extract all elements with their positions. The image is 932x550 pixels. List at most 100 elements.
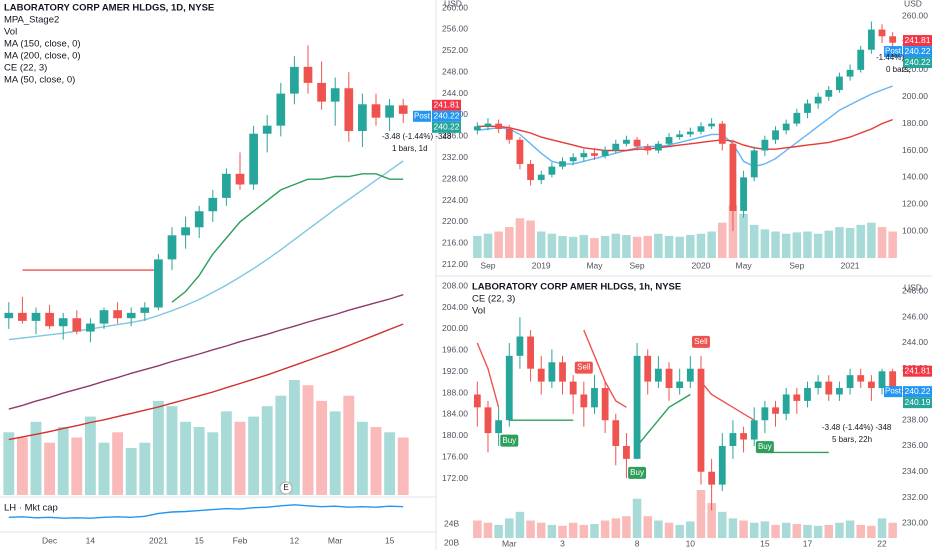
indicator-line — [477, 118, 893, 152]
y-tick-label: 232.00 — [442, 152, 468, 162]
volume-bar — [16, 437, 28, 495]
signal-box — [500, 434, 519, 447]
price-tag-label: 240.22 — [905, 57, 931, 67]
candle-body — [867, 381, 875, 389]
candle-body — [665, 137, 673, 144]
y-tick-label: 180.00 — [442, 430, 468, 440]
indicator-label: CE (22, 3) — [472, 294, 515, 305]
y-tick-label: 160.00 — [902, 145, 928, 155]
volume-bar — [558, 525, 567, 538]
volume-bar — [707, 231, 716, 258]
y-tick-label: 212.00 — [442, 259, 468, 269]
volume-bar — [590, 238, 599, 258]
volume-bar — [760, 521, 770, 538]
volume-bar — [220, 411, 232, 495]
volume-bar — [590, 524, 599, 538]
y-tick-label: 248.00 — [442, 66, 468, 76]
x-tick-label: Feb — [233, 535, 248, 545]
candle-body — [559, 362, 566, 382]
volume-bar — [632, 498, 642, 538]
volume-bar — [781, 233, 791, 258]
candle-body — [708, 123, 716, 127]
y-tick-label: 224.00 — [442, 195, 468, 205]
volume-bar — [622, 235, 631, 258]
signal-box — [691, 335, 710, 348]
volume-bar — [718, 511, 727, 538]
x-tick-label: Mar — [502, 538, 517, 548]
candle-body — [484, 407, 492, 434]
candle-body — [330, 88, 340, 102]
candle-body — [889, 371, 897, 393]
post-tag-label: Post — [885, 47, 902, 56]
x-tick-label: 15 — [385, 535, 395, 545]
volume-bar — [193, 427, 205, 495]
volume-bar — [316, 400, 328, 495]
volume-bar — [771, 524, 780, 538]
y-tick-label: 236.00 — [442, 131, 468, 141]
volume-bar — [686, 235, 695, 258]
unit-label: USD — [904, 0, 922, 8]
x-tick-label: 8 — [635, 538, 640, 548]
volume-bar — [3, 432, 15, 495]
candle-body — [58, 318, 68, 327]
candle-body — [398, 105, 408, 114]
candle-body — [31, 312, 41, 321]
candle-body — [772, 130, 779, 140]
x-tick-label: 2021 — [841, 260, 860, 270]
volume-bar — [739, 213, 748, 258]
volume-bar — [654, 233, 663, 258]
candle-body — [181, 227, 190, 236]
x-tick-label: Dec — [42, 535, 58, 545]
candle-body — [72, 318, 82, 332]
x-tick-label: Mar — [328, 535, 343, 545]
volume-bar — [547, 233, 557, 258]
volume-bar — [792, 232, 802, 258]
price-tag — [903, 35, 932, 47]
candle-body — [569, 381, 577, 395]
x-tick-label: 17 — [803, 538, 813, 548]
candle-body — [782, 394, 790, 414]
y-tick-label: 228.00 — [442, 173, 468, 183]
volume-bar — [166, 406, 178, 495]
volume-bar — [568, 522, 578, 538]
y-tick-label: 230.00 — [902, 518, 928, 528]
volume-bar — [739, 520, 748, 538]
volume-bar — [275, 395, 287, 495]
candle-body — [750, 150, 758, 178]
event-label: E — [283, 483, 288, 492]
volume-bar — [547, 524, 557, 538]
x-tick-label: Sep — [480, 260, 495, 270]
candle-body — [601, 150, 609, 156]
candle-body — [804, 103, 811, 113]
volume-bar — [611, 233, 621, 258]
volume-bar — [664, 235, 674, 258]
candle-body — [194, 211, 204, 228]
y-tick-label: 246.00 — [902, 311, 928, 321]
x-tick-label: 2019 — [532, 260, 551, 270]
volume-bar — [877, 227, 887, 258]
post-tag — [884, 46, 902, 58]
post-tag-label: Post — [414, 111, 431, 120]
candle-body — [385, 105, 394, 118]
x-tick-label: Sep — [789, 260, 804, 270]
signal-box — [755, 441, 774, 454]
y-tick-label: 238.00 — [902, 414, 928, 424]
candle-body — [740, 177, 747, 211]
price-tag — [432, 110, 461, 122]
candle-body — [633, 139, 641, 147]
candle-body — [371, 104, 381, 118]
post-tag-label: Post — [885, 387, 902, 396]
volume-bar — [824, 230, 834, 258]
candle-body — [473, 126, 481, 131]
volume-bar — [749, 522, 759, 538]
y-tick-label: 252.00 — [442, 45, 468, 55]
price-tag-label: 240.22 — [434, 122, 460, 132]
y-tick-label: 24B — [444, 518, 459, 528]
measure-label: -3.48 (-1.44%) -348 — [822, 423, 892, 432]
y-tick-label: 120.00 — [902, 199, 928, 209]
x-tick-label: Sep — [630, 260, 645, 270]
x-tick-label: 10 — [686, 538, 696, 548]
volume-bar — [302, 385, 314, 495]
